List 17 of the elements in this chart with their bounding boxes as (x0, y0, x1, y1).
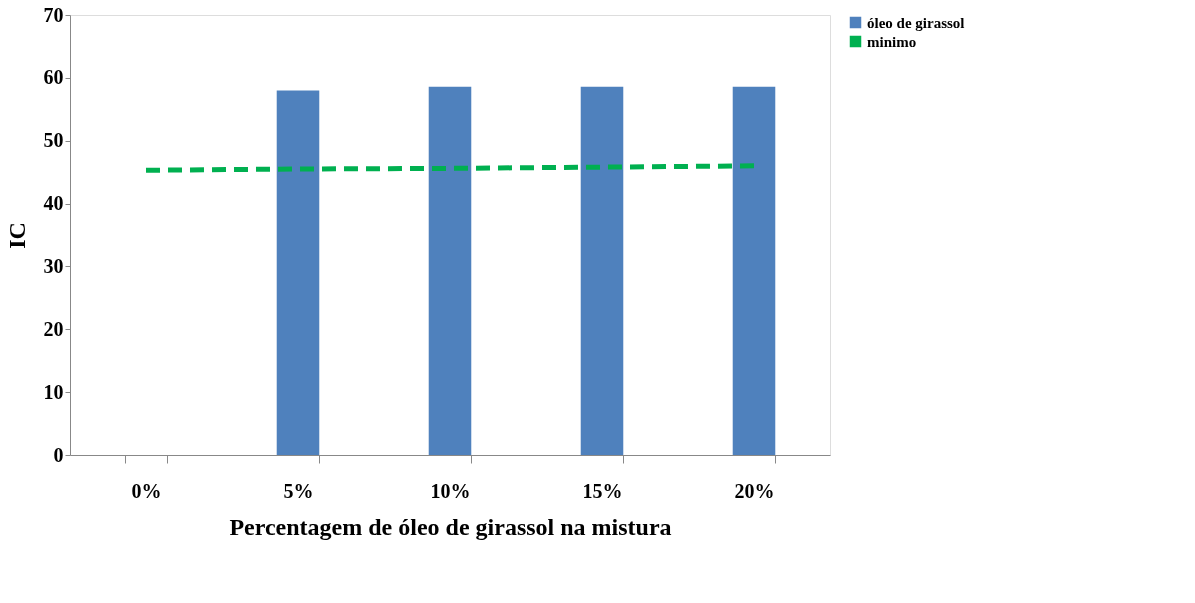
legend-label: óleo de girassol (867, 14, 965, 31)
y-axis-title: IC (3, 222, 30, 249)
x-tick-label: 20% (734, 479, 775, 502)
y-tick-label: 40 (43, 192, 64, 215)
x-tick-label: 0% (131, 479, 162, 502)
x-tick-label: 10% (430, 479, 471, 502)
legend-label: minimo (867, 33, 917, 50)
y-tick-label: 0 (53, 443, 64, 466)
x-axis-title: Percentagem de óleo de girassol na mistura (229, 513, 672, 540)
y-tick-label: 30 (43, 254, 64, 277)
y-tick-label: 20 (43, 317, 64, 340)
y-tick-label: 60 (43, 66, 64, 89)
y-tick-label: 70 (43, 3, 64, 26)
y-tick-label: 10 (43, 380, 64, 403)
y-tick-label: 50 (43, 129, 64, 152)
x-tick-label: 15% (582, 479, 623, 502)
x-tick-label: 5% (283, 479, 314, 502)
